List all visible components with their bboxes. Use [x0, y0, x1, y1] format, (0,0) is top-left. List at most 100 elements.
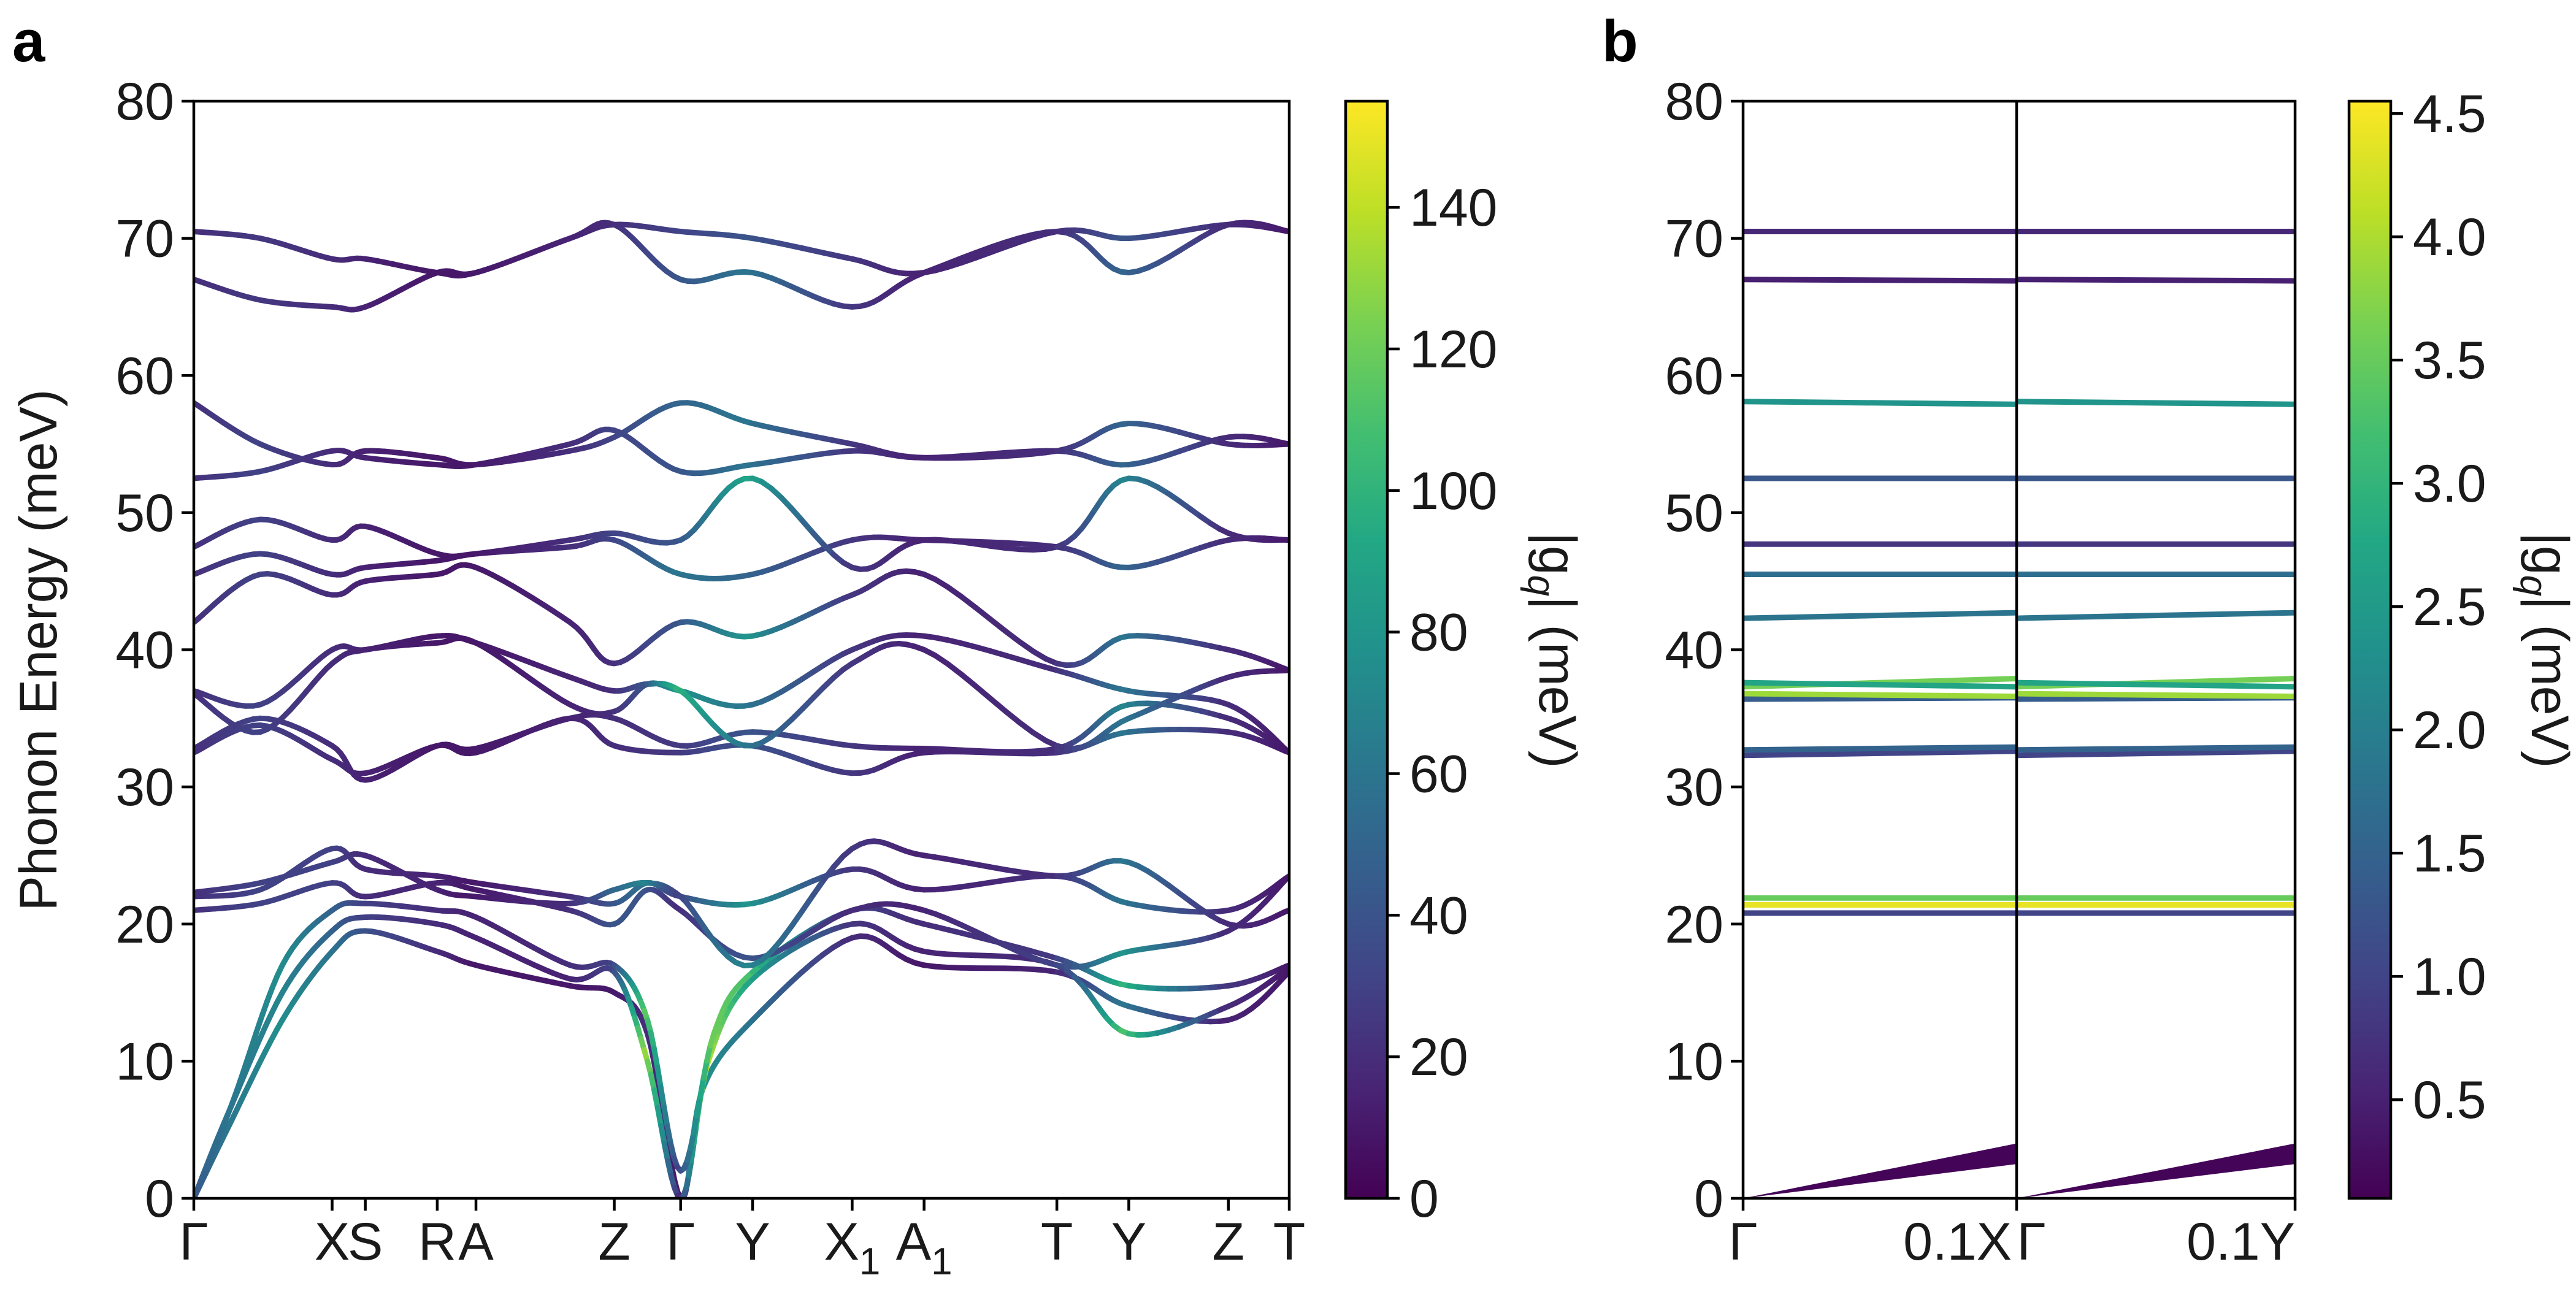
panel-a-x-tick-label: R [418, 1212, 456, 1271]
panel-b-x-tick-label: 0.1X [1903, 1212, 2012, 1271]
panel-a-y-tick-label: 80 [115, 72, 174, 131]
y-axis-label: Phonon Energy (meV) [9, 389, 68, 911]
colorbar-b-gradient [2349, 101, 2391, 1198]
band-segment [657, 1084, 667, 1111]
band-opt-32b [194, 700, 1289, 783]
panel-b-y-tick-label: 40 [1665, 621, 1723, 680]
band-b-67.0 [2017, 277, 2295, 284]
band-segment [973, 683, 994, 702]
band-acoustic-wedge [1743, 1143, 2017, 1198]
colorbar-b-tick-label: 1.5 [2413, 824, 2486, 883]
band-segment [700, 1058, 710, 1081]
band-opt-22 [194, 845, 1289, 915]
band-opt-37 [194, 633, 1289, 751]
band-opt-42 [194, 562, 1289, 673]
colorbar-b-frame [2347, 99, 2393, 1200]
colorbar-a-tick-label: 100 [1409, 462, 1498, 521]
band-b-37.6 [2017, 680, 2295, 690]
band-b-32.4 [1743, 748, 2017, 759]
band-segment [661, 1141, 671, 1164]
band-segment [664, 1124, 674, 1147]
colorbar-a-tick-label: 60 [1409, 745, 1468, 803]
panel-a-x-tick-label: Y [735, 1212, 770, 1271]
panel-a-y-tick-label: 40 [115, 621, 174, 680]
band-b-32.7 [1743, 744, 2017, 753]
colorbar-b-ticks: 0.5 1.0 1.5 2.0 2.5 3.0 3.5 4.0 4.5 [2391, 85, 2486, 1130]
band-opt-21 [194, 873, 1289, 970]
panel-b-left-bands [1743, 228, 2017, 1198]
band-segment [821, 864, 837, 883]
panel-b-y-tick-label: 20 [1665, 895, 1723, 954]
band-b-36.8 [1743, 691, 2017, 700]
colorbar-b-tick-label: 3.0 [2413, 454, 2486, 513]
panel-b-frame [1741, 99, 2297, 1200]
colorbar-b-label: |gq| (meV) [2512, 532, 2576, 768]
band-segment [789, 908, 805, 929]
colorbar-a: 0 20 40 60 80 100 120 140 |gq| (meV) [1344, 99, 1587, 1228]
band-segment [651, 1046, 661, 1070]
colorbar-b-tick-label: 4.0 [2413, 208, 2486, 267]
panel-b-y-tick-label: 60 [1665, 346, 1723, 405]
band-b-37.6 [1743, 680, 2017, 690]
panel-b-y-tick-label: 80 [1665, 72, 1723, 131]
band-segment [697, 1075, 707, 1100]
panel-b-x-tick-label: Γ [2017, 1212, 2045, 1271]
band-b-42.3 [2017, 610, 2295, 621]
panel-b-x-axis: Γ 0.1X Γ 0.1Y [1728, 1198, 2297, 1271]
band-segment [654, 1104, 664, 1129]
panel-b-x-tick-label: 0.1Y [2187, 1212, 2295, 1271]
panel-a-x-tick-label: Z [1213, 1212, 1245, 1271]
panel-b-y-axis: 0 10 20 30 40 50 60 70 80 [1665, 72, 1743, 1228]
band-b-32.7 [2017, 744, 2295, 753]
band-opt-47 [194, 475, 1289, 572]
colorbar-a-frame [1344, 99, 1389, 1200]
band-segment [1016, 719, 1037, 736]
band-segment [661, 1104, 670, 1130]
colorbar-a-ticks: 0 20 40 60 80 100 120 140 [1387, 178, 1498, 1228]
band-segment [958, 672, 979, 689]
colorbar-a-tick-label: 120 [1409, 320, 1498, 379]
panel-b-y-tick-label: 10 [1665, 1032, 1723, 1091]
band-segment [665, 1143, 675, 1168]
band-b-58.0 [2017, 399, 2295, 407]
colorbar-b-tick-label: 3.5 [2413, 331, 2486, 390]
band-segment [945, 584, 964, 600]
band-segment [987, 616, 1008, 634]
panel-a-bands [194, 220, 1289, 1198]
band-b-42.3 [1743, 610, 2017, 621]
band-segment [658, 1123, 667, 1147]
band-segment [799, 892, 816, 914]
panel-b-right-bands [2017, 228, 2295, 1198]
panel-a-x-axis: Γ XS R A Z Γ Y X1 A1 T Y Z T [179, 1198, 1305, 1283]
band-segment [654, 1064, 664, 1090]
band-b-32.4 [2017, 748, 2295, 759]
band-b-36.8 [2017, 691, 2295, 700]
panel-a-x-tick-label: X1 [824, 1212, 880, 1283]
colorbar-b-tick-label: 1.0 [2413, 948, 2486, 1006]
panel-a-y-tick-label: 60 [115, 346, 174, 405]
colorbar-b-tick-label: 2.5 [2413, 578, 2486, 637]
colorbar-a-tick-label: 0 [1409, 1170, 1439, 1228]
panel-a-y-tick-label: 10 [115, 1032, 174, 1091]
band-segment [651, 1087, 661, 1111]
panel-b-y-tick-label: 0 [1694, 1170, 1723, 1228]
colorbar-a-tick-label: 80 [1409, 603, 1468, 662]
band-segment [778, 923, 795, 943]
panel-a-x-tick-label: T [1041, 1212, 1073, 1271]
band-opt-23 [194, 838, 1289, 968]
band-segment [691, 1112, 700, 1136]
panel-a-y-tick-label: 0 [145, 1170, 174, 1228]
colorbar-a-gradient [1346, 101, 1387, 1198]
panel-a-y-tick-label: 20 [115, 895, 174, 954]
band-opt-70 [194, 221, 1289, 279]
band-b-58.0 [1743, 399, 2017, 407]
panel-a-y-tick-label: 50 [115, 484, 174, 543]
band-b-67.0 [1743, 277, 2017, 284]
panel-a-y-tick-label: 30 [115, 758, 174, 817]
band-segment [1016, 639, 1037, 654]
panel-a-x-tick-label: Z [598, 1212, 631, 1271]
colorbar-a-label: |gq| (meV) [1520, 532, 1587, 768]
band-acoustic-1 [194, 928, 1289, 1198]
colorbar-b-tick-label: 4.5 [2413, 85, 2486, 144]
